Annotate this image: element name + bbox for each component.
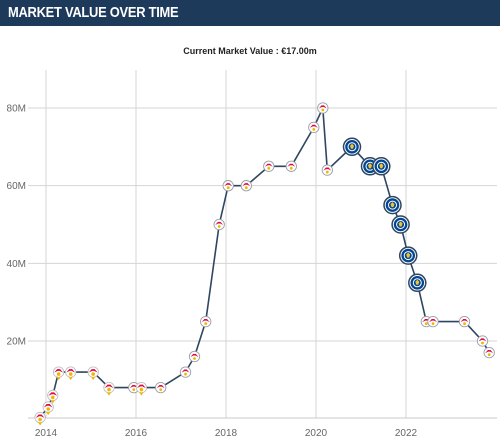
data-point-leipzig[interactable] xyxy=(263,160,275,172)
current-value-label: Current Market Value : xyxy=(183,46,279,56)
data-point-leipzig[interactable] xyxy=(458,315,471,328)
current-value-amount: €17.00m xyxy=(281,46,317,56)
data-point-salzburg[interactable] xyxy=(135,382,147,396)
data-point-leipzig[interactable] xyxy=(222,180,234,192)
data-point-leipzig[interactable] xyxy=(128,381,140,394)
section-title: MARKET VALUE OVER TIME xyxy=(8,4,179,21)
data-point-salzburg[interactable] xyxy=(65,366,77,381)
data-point-chelsea[interactable] xyxy=(372,157,391,176)
data-point-leipzig[interactable] xyxy=(321,164,333,176)
series-line xyxy=(39,104,490,418)
data-point-leipzig[interactable] xyxy=(427,315,439,328)
y-tick-label: 80M xyxy=(7,104,26,115)
x-tick-label: 2020 xyxy=(305,428,328,439)
data-point-salzburg[interactable] xyxy=(52,366,65,381)
section-header: MARKET VALUE OVER TIME xyxy=(0,0,500,26)
data-point-leipzig[interactable] xyxy=(483,346,495,359)
data-point-leipzig[interactable] xyxy=(179,366,192,378)
data-point-salzburg[interactable] xyxy=(47,389,59,404)
x-tick-label: 2014 xyxy=(35,428,58,439)
data-point-chelsea[interactable] xyxy=(383,195,402,215)
data-point-leipzig[interactable] xyxy=(317,102,329,114)
data-point-leipzig[interactable] xyxy=(308,121,320,134)
data-point-chelsea[interactable] xyxy=(398,246,418,265)
y-tick-label: 60M xyxy=(7,181,26,192)
data-point-leipzig[interactable] xyxy=(200,315,212,328)
data-point-salzburg[interactable] xyxy=(103,382,115,396)
data-point-leipzig[interactable] xyxy=(476,335,489,347)
data-point-leipzig[interactable] xyxy=(213,218,225,231)
y-tick-label: 20M xyxy=(7,337,26,348)
data-point-chelsea[interactable] xyxy=(342,137,362,157)
x-tick-label: 2018 xyxy=(215,428,238,439)
data-point-leipzig[interactable] xyxy=(188,350,201,363)
data-point-leipzig[interactable] xyxy=(240,180,252,192)
data-point-leipzig[interactable] xyxy=(285,160,297,172)
y-tick-label: 40M xyxy=(7,259,26,270)
data-point-chelsea[interactable] xyxy=(408,273,427,293)
data-point-chelsea[interactable] xyxy=(391,215,410,234)
data-point-leipzig[interactable] xyxy=(155,381,167,394)
x-tick-label: 2016 xyxy=(125,428,148,439)
data-point-salzburg[interactable] xyxy=(34,411,46,426)
data-point-salzburg[interactable] xyxy=(87,366,99,381)
x-tick-label: 2022 xyxy=(395,428,418,439)
data-point-salzburg[interactable] xyxy=(42,401,54,415)
chart-subtitle: Current Market Value : €17.00m xyxy=(0,46,500,56)
